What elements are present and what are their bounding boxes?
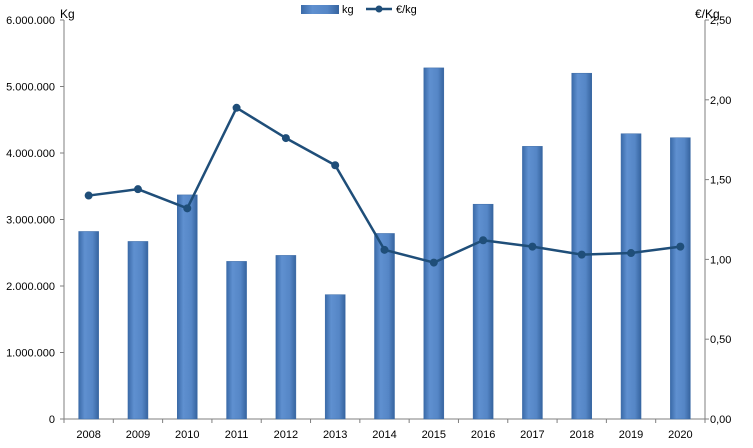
bar-series: [78, 67, 691, 420]
x-tick-label: 2012: [274, 429, 298, 441]
line-point-2017: [528, 242, 537, 251]
bar-2017: [522, 146, 543, 420]
bar-2018: [571, 72, 592, 420]
legend-swatch-eur-kg-marker: [375, 5, 383, 13]
line-point-2011: [232, 103, 241, 112]
line-point-2018: [577, 250, 586, 259]
x-tick-label: 2018: [569, 429, 593, 441]
bar-2011: [226, 261, 247, 420]
line-point-2008: [84, 191, 93, 200]
right-axis-title: €/Kg: [695, 7, 720, 21]
legend-label-eur-kg: €/kg: [396, 4, 417, 16]
bar-2019: [620, 133, 642, 420]
x-tick-label: 2008: [76, 429, 100, 441]
x-tick-label: 2015: [422, 429, 446, 441]
legend: kg €/kg: [301, 4, 417, 16]
line-point-2010: [183, 204, 192, 213]
y-tick-label-left: 4.000.000: [6, 148, 55, 160]
y-tick-label-left: 2.000.000: [6, 281, 55, 293]
y-tick-label-right: 1,00: [710, 254, 731, 266]
y-tick-label-left: 0: [49, 414, 55, 426]
y-tick-label-right: 0,50: [710, 334, 731, 346]
line-point-2013: [331, 161, 340, 170]
y-tick-label-left: 6.000.000: [6, 15, 55, 27]
bar-2020: [670, 137, 691, 420]
y-tick-label-right: 1,50: [710, 175, 731, 187]
line-point-2009: [133, 185, 142, 194]
legend-swatch-kg: [301, 5, 339, 14]
x-tick-label: 2009: [126, 429, 150, 441]
line-point-2015: [429, 258, 438, 267]
line-point-2020: [676, 242, 685, 251]
x-tick-label: 2019: [619, 429, 643, 441]
x-tick-label: 2016: [471, 429, 495, 441]
x-tick-label: 2010: [175, 429, 199, 441]
y-tick-label-left: 1.000.000: [6, 348, 55, 360]
bar-2014: [374, 233, 395, 420]
y-tick-label-left: 3.000.000: [6, 215, 55, 227]
y-ticks-left: 0 1.000.000 2.000.000 3.000.000 4.000.000 5.0…: [6, 15, 64, 426]
bar-2012: [275, 255, 297, 420]
y-tick-label-left: 5.000.000: [6, 82, 55, 94]
bar-2009: [127, 241, 149, 420]
line-series: [84, 103, 685, 267]
bar-2015: [423, 67, 445, 420]
line-point-2014: [380, 245, 389, 254]
y-ticks-right: 0,00 0,50 1,00 1,50 2,00 2,50: [705, 15, 731, 426]
x-ticks: 2008 2009 2010 2011 2012 2013 2014 2015 2016 2017…: [63, 419, 706, 441]
x-tick-label: 2017: [520, 429, 544, 441]
bar-2010: [177, 194, 198, 420]
y-tick-label-right: 2,50: [710, 15, 731, 27]
x-tick-label: 2020: [668, 429, 692, 441]
y-tick-label-right: 0,00: [710, 414, 731, 426]
bar-2016: [472, 203, 494, 420]
line-point-2016: [479, 236, 488, 245]
left-axis-title: Kg: [60, 7, 75, 21]
bar-2013: [324, 294, 346, 420]
x-tick-label: 2013: [323, 429, 347, 441]
x-tick-label: 2011: [225, 429, 249, 441]
x-tick-label: 2014: [372, 429, 396, 441]
legend-label-kg: kg: [342, 4, 354, 16]
y-tick-label-right: 2,00: [710, 95, 731, 107]
line-point-2012: [281, 134, 290, 143]
bar-2008: [78, 231, 99, 420]
line-point-2019: [627, 249, 636, 258]
